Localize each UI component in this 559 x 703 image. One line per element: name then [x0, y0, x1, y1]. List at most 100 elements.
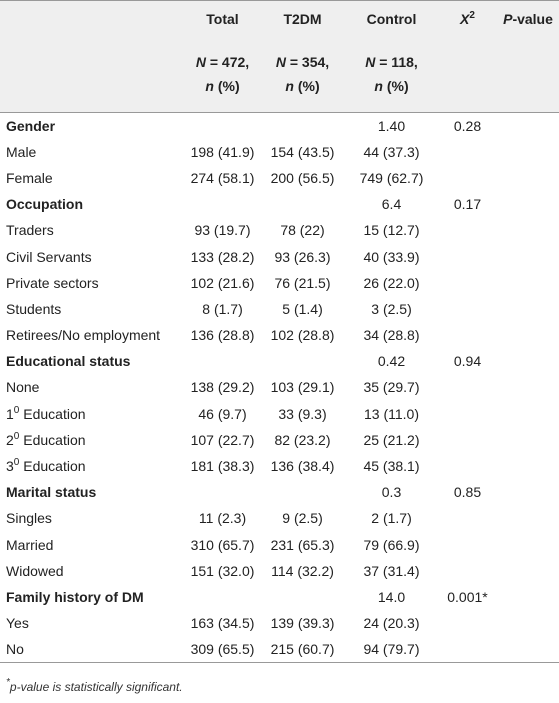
value-cell: 136 (28.8)	[190, 327, 255, 344]
row-label: 20 Education	[0, 427, 185, 453]
row-label: None	[6, 379, 40, 396]
value-cell: 94 (79.7)	[363, 641, 420, 658]
data-row: Widowed 151 (32.0) 114 (32.2) 37 (31.4)	[0, 558, 559, 584]
row-label: Married	[6, 536, 54, 553]
empty-cell	[497, 427, 559, 453]
row-label: Singles	[6, 510, 52, 527]
pct-text: (%)	[386, 78, 409, 95]
data-row: Private sectors 102 (21.6) 76 (21.5) 26 (22…	[0, 270, 559, 296]
table-body: Gender 1.40 0.28 Male 198 (41.9) 154 (43.5) 44…	[0, 113, 559, 663]
value-cell: 13 (11.0)	[364, 405, 419, 422]
empty-cell	[497, 505, 559, 531]
section-row: Occupation 6.4 0.17	[0, 191, 559, 217]
value-cell: 79 (66.9)	[363, 536, 420, 553]
value-cell: 15 (12.7)	[363, 222, 420, 239]
column-header: T2DM	[283, 10, 322, 27]
row-label: Traders	[6, 222, 54, 239]
empty-cell	[438, 453, 497, 479]
data-row: Singles 11 (2.3) 9 (2.5) 2 (1.7)	[0, 505, 559, 531]
value-cell: 749 (62.7)	[359, 169, 424, 186]
value-cell: 40 (33.9)	[363, 248, 420, 265]
row-label: 10 Education	[0, 401, 185, 427]
chi-cell: 0.001*	[447, 588, 488, 605]
data-row: 30 Education 181 (38.3) 136 (38.4) 45 (38.1…	[0, 453, 559, 479]
value-cell: 26 (22.0)	[363, 274, 420, 291]
empty-cell	[497, 217, 559, 243]
label-base: 2	[6, 431, 14, 448]
stat-cell: 1.40	[377, 117, 406, 134]
empty-cell	[260, 191, 345, 217]
pct-symbol: n	[205, 78, 214, 95]
section-label: Marital status	[6, 484, 97, 501]
data-row: Male 198 (41.9) 154 (43.5) 44 (37.3)	[0, 139, 559, 165]
empty-cell	[497, 479, 559, 505]
value-cell: 138 (29.2)	[190, 379, 255, 396]
row-label: 30 Education	[0, 453, 185, 479]
empty-cell	[438, 401, 497, 427]
data-row: Retirees/No employment 136 (28.8) 102 (28.…	[0, 322, 559, 348]
value-cell: 215 (60.7)	[270, 641, 335, 658]
pct-symbol: n	[285, 78, 294, 95]
label-sup: 0	[13, 457, 20, 469]
label-rest: Education	[23, 405, 86, 422]
value-cell: 231 (65.3)	[270, 536, 335, 553]
row-label: Private sectors	[6, 274, 99, 291]
empty-cell	[497, 636, 559, 662]
value-cell: 33 (9.3)	[278, 405, 327, 422]
data-row: Female 274 (58.1) 200 (56.5) 749 (62.7)	[0, 165, 559, 191]
data-row: Yes 163 (34.5) 139 (39.3) 24 (20.3)	[0, 610, 559, 636]
empty-cell	[497, 296, 559, 322]
n-value: = 472,	[209, 54, 250, 71]
value-cell: 310 (65.7)	[190, 536, 255, 553]
header-row: Total T2DM Control X2 P-value	[0, 0, 559, 37]
section-label: Occupation	[6, 196, 84, 213]
value-cell: 102 (28.8)	[270, 327, 335, 344]
column-header: X2	[438, 1, 497, 37]
empty-cell	[438, 636, 497, 662]
row-label: Students	[6, 300, 62, 317]
value-cell: 45 (38.1)	[363, 458, 420, 475]
column-header: Total	[206, 10, 239, 27]
value-cell: 200 (56.5)	[270, 169, 335, 186]
label-sup: 0	[13, 404, 20, 416]
empty-cell	[497, 584, 559, 610]
data-row: 10 Education 46 (9.7) 33 (9.3) 13 (11.0)	[0, 401, 559, 427]
empty-cell	[497, 401, 559, 427]
value-cell: 181 (38.3)	[190, 458, 255, 475]
data-row: None 138 (29.2) 103 (29.1) 35 (29.7)	[0, 374, 559, 400]
empty-cell	[438, 505, 497, 531]
count-row: N = 472, n (%) N = 354, n (%) N = 118, n (%)	[0, 36, 559, 113]
section-row: Educational status 0.42 0.94	[0, 348, 559, 374]
section-row: Family history of DM 14.0 0.001*	[0, 584, 559, 610]
label-base: 1	[6, 405, 14, 422]
empty-cell	[497, 374, 559, 400]
empty-cell	[260, 348, 345, 374]
pct-symbol: n	[374, 78, 383, 95]
empty-cell	[438, 558, 497, 584]
header-sup: 2	[469, 9, 475, 21]
value-cell: 82 (23.2)	[274, 431, 331, 448]
value-cell: 93 (19.7)	[194, 222, 251, 239]
empty-cell	[497, 113, 559, 139]
empty-cell	[438, 243, 497, 269]
column-header: P-value	[497, 1, 559, 37]
chi-cell: 0.85	[453, 484, 482, 501]
header-italic: P	[503, 10, 513, 27]
empty-cell	[438, 532, 497, 558]
label-base: 3	[6, 458, 14, 475]
value-cell: 309 (65.5)	[190, 641, 255, 658]
n-symbol: N	[195, 54, 206, 71]
header-rest: -value	[512, 10, 553, 27]
empty-cell	[497, 165, 559, 191]
chi-cell: 0.17	[453, 196, 482, 213]
empty-cell	[438, 427, 497, 453]
row-label: Male	[6, 143, 37, 160]
data-row: Civil Servants 133 (28.2) 93 (26.3) 40 (33.…	[0, 243, 559, 269]
count-header: N = 354, n (%)	[260, 37, 345, 113]
value-cell: 163 (34.5)	[190, 615, 255, 632]
chi-cell: 0.28	[453, 117, 482, 134]
value-cell: 154 (43.5)	[270, 143, 335, 160]
value-cell: 151 (32.0)	[190, 562, 255, 579]
n-symbol: N	[275, 54, 286, 71]
